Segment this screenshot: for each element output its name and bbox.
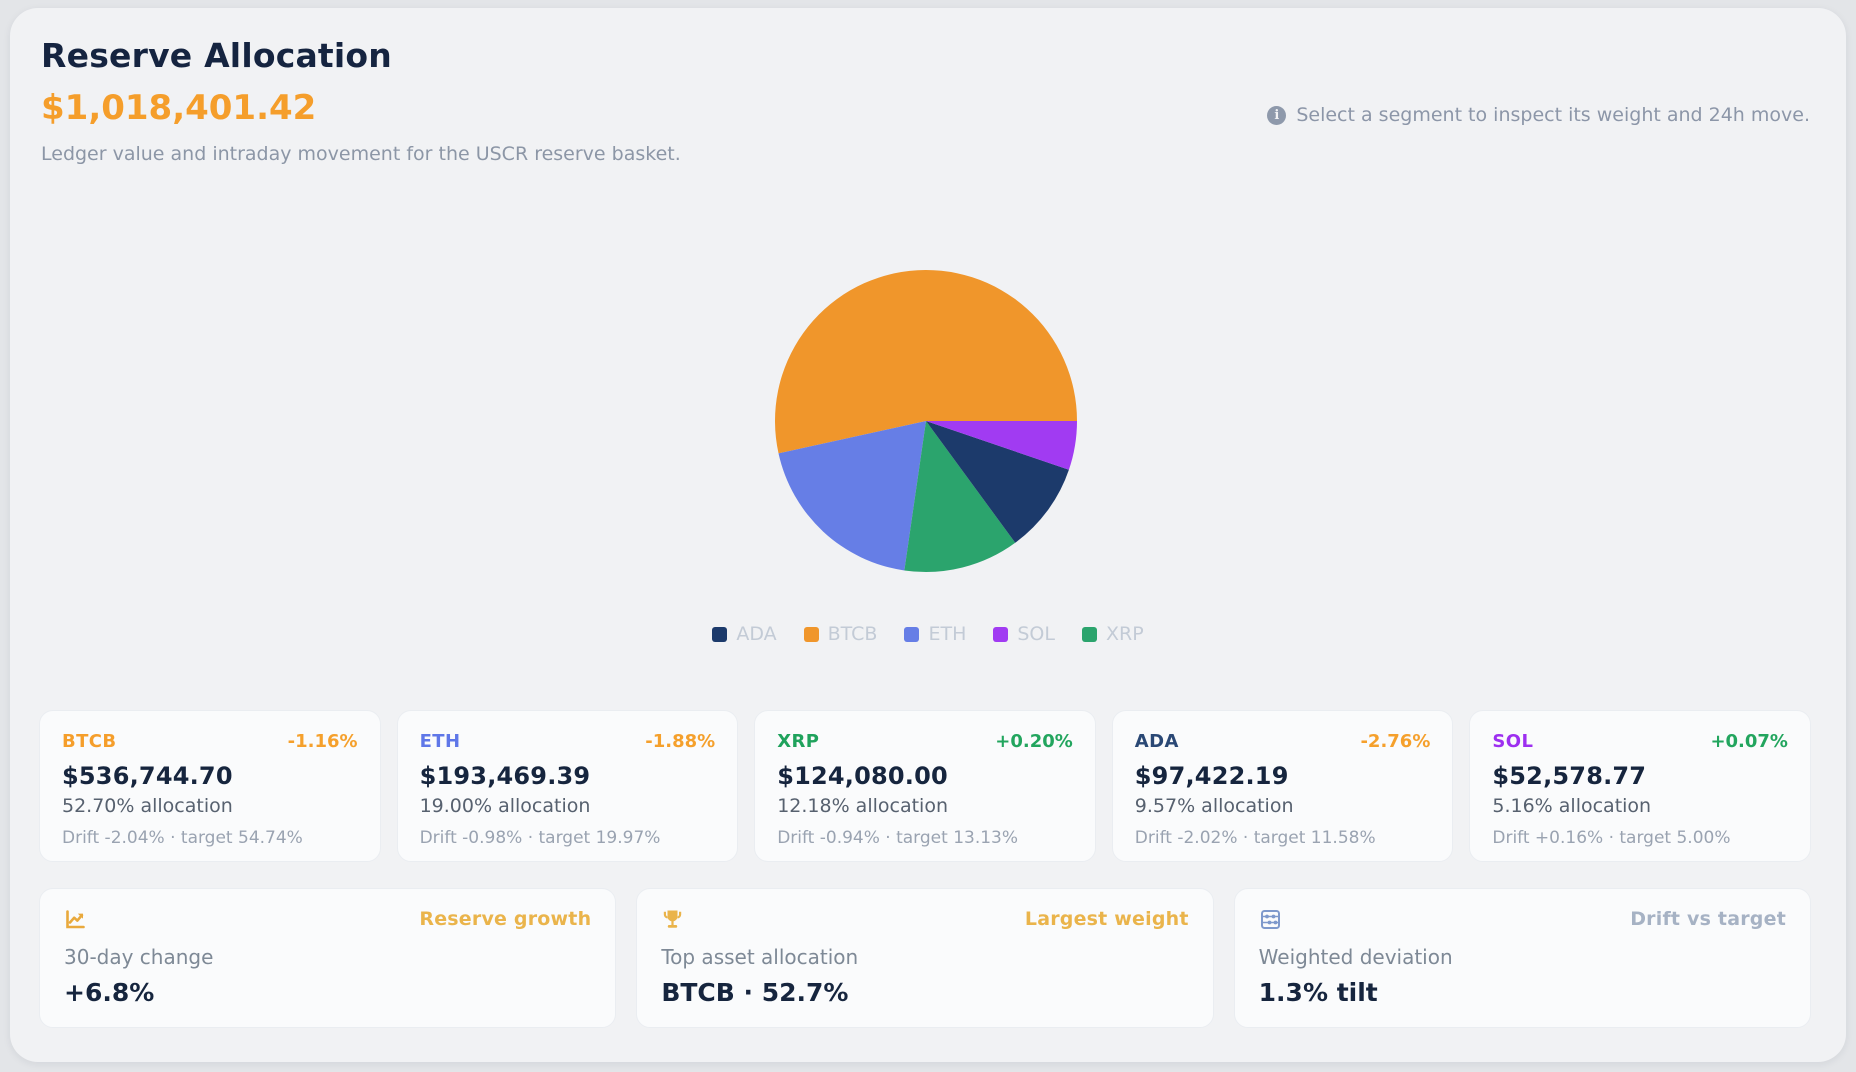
trend-up-icon <box>66 909 85 928</box>
summary-card: Reserve growth 30-day change +6.8% <box>39 888 617 1028</box>
selection-hint-text: Select a segment to inspect its weight a… <box>1296 104 1810 126</box>
pie-slice-ADA[interactable] <box>926 421 1069 543</box>
legend-item-XRP[interactable]: XRP <box>1081 623 1144 645</box>
legend-swatch-SOL <box>993 626 1009 642</box>
asset-24h-change: -1.16% <box>287 731 358 752</box>
asset-ticker: ETH <box>419 731 461 752</box>
asset-value: $97,422.19 <box>1134 762 1289 790</box>
summary-badge: Drift vs target <box>1630 908 1786 930</box>
asset-drift-target: Drift -2.02% · target 11.58% <box>1134 828 1376 848</box>
asset-24h-change: +0.07% <box>1710 731 1788 752</box>
summary-card: Largest weight Top asset allocation BTCB… <box>636 888 1214 1028</box>
legend-label: XRP <box>1105 623 1144 645</box>
asset-cards-row: BTCB -1.16% $536,744.70 52.70% allocatio… <box>39 710 1811 862</box>
asset-drift-target: Drift -0.98% · target 19.97% <box>419 828 661 848</box>
asset-allocation: 19.00% allocation <box>419 795 591 817</box>
asset-value: $124,080.00 <box>777 762 948 790</box>
reserve-allocation-panel: Reserve Allocation $1,018,401.42 Ledger … <box>10 8 1846 1062</box>
subtitle: Ledger value and intraday movement for t… <box>41 143 681 165</box>
summary-value: +6.8% <box>64 978 155 1007</box>
legend-label: ADA <box>736 623 777 645</box>
legend-item-SOL[interactable]: SOL <box>993 623 1055 645</box>
legend-label: BTCB <box>827 623 878 645</box>
asset-allocation: 12.18% allocation <box>777 795 948 817</box>
asset-allocation: 52.70% allocation <box>62 795 233 817</box>
asset-24h-change: -1.88% <box>645 731 716 752</box>
legend-item-BTCB[interactable]: BTCB <box>803 623 878 645</box>
asset-ticker: XRP <box>777 731 820 752</box>
asset-allocation: 5.16% allocation <box>1492 795 1652 817</box>
asset-value: $52,578.77 <box>1492 762 1647 790</box>
asset-card-SOL[interactable]: SOL +0.07% $52,578.77 5.16% allocation D… <box>1469 710 1811 862</box>
asset-ticker: SOL <box>1492 731 1534 752</box>
pie-slice-XRP[interactable] <box>904 421 1016 572</box>
trophy-icon <box>664 910 682 928</box>
pie-slice-BTCB[interactable] <box>775 269 1077 454</box>
pie-slice-SOL[interactable] <box>926 421 1077 470</box>
summary-card: Drift vs target Weighted deviation 1.3% … <box>1233 888 1811 1028</box>
pie-chart[interactable] <box>771 266 1081 576</box>
legend-label: SOL <box>1017 623 1055 645</box>
summary-label: 30-day change <box>64 945 214 969</box>
total-reserve-value: $1,018,401.42 <box>41 88 317 128</box>
summary-cards-row: Reserve growth 30-day change +6.8% Large… <box>39 888 1811 1028</box>
summary-badge: Reserve growth <box>419 908 592 930</box>
asset-allocation: 9.57% allocation <box>1134 795 1294 817</box>
summary-value: 1.3% tilt <box>1258 978 1378 1007</box>
legend-label: ETH <box>928 623 967 645</box>
summary-badge: Largest weight <box>1024 908 1189 930</box>
asset-24h-change: +0.20% <box>995 731 1073 752</box>
summary-label: Top asset allocation <box>661 945 859 969</box>
asset-ticker: ADA <box>1134 731 1179 752</box>
asset-value: $193,469.39 <box>419 762 591 790</box>
abacus-icon <box>1260 909 1280 929</box>
asset-drift-target: Drift -0.94% · target 13.13% <box>777 828 1019 848</box>
asset-card-ADA[interactable]: ADA -2.76% $97,422.19 9.57% allocation D… <box>1111 710 1454 862</box>
legend-swatch-ADA <box>712 626 728 642</box>
asset-drift-target: Drift -2.04% · target 54.74% <box>62 828 303 848</box>
legend-item-ETH[interactable]: ETH <box>904 623 966 645</box>
asset-value: $536,744.70 <box>62 762 233 790</box>
summary-label: Weighted deviation <box>1258 945 1453 969</box>
asset-drift-target: Drift +0.16% · target 5.00% <box>1492 828 1731 848</box>
info-icon: i <box>1267 105 1287 125</box>
panel-header: Reserve Allocation $1,018,401.42 Ledger … <box>41 36 681 165</box>
asset-ticker: BTCB <box>62 731 117 752</box>
asset-24h-change: -2.76% <box>1360 731 1431 752</box>
asset-card-XRP[interactable]: XRP +0.20% $124,080.00 12.18% allocation… <box>754 710 1096 862</box>
summary-value: BTCB · 52.7% <box>661 978 849 1007</box>
pie-legend: ADA BTCB ETH SOL XRP <box>10 623 1846 645</box>
legend-swatch-XRP <box>1081 626 1097 642</box>
asset-card-BTCB[interactable]: BTCB -1.16% $536,744.70 52.70% allocatio… <box>39 710 381 862</box>
page-title: Reserve Allocation <box>41 36 392 75</box>
pie-slice-ETH[interactable] <box>778 421 926 571</box>
selection-hint: i Select a segment to inspect its weight… <box>1267 104 1810 126</box>
legend-item-ADA[interactable]: ADA <box>712 623 777 645</box>
asset-card-ETH[interactable]: ETH -1.88% $193,469.39 19.00% allocation… <box>396 710 739 862</box>
legend-swatch-BTCB <box>803 626 819 642</box>
legend-swatch-ETH <box>904 626 920 642</box>
